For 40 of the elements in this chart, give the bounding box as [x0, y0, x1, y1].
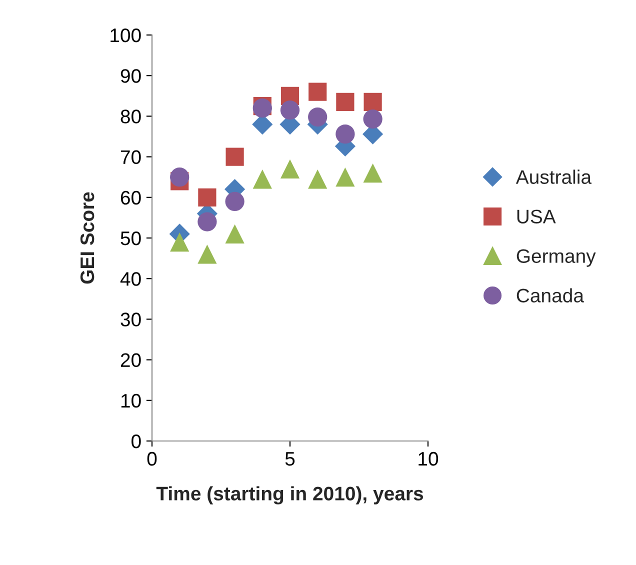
point [198, 188, 216, 206]
point [336, 168, 355, 187]
point [308, 170, 328, 189]
y-tick-label: 10 [121, 394, 141, 408]
point [225, 224, 244, 244]
point [170, 168, 190, 187]
point [225, 192, 244, 212]
point [363, 163, 382, 183]
point [308, 82, 327, 101]
y-axis-title: GEI Score [80, 192, 94, 284]
point [336, 124, 355, 144]
y-tick-label: 0 [132, 434, 141, 448]
point [364, 92, 382, 112]
legend-label: Germany [516, 249, 596, 267]
legend-label: Australia [516, 170, 592, 184]
point [170, 232, 190, 252]
y-tick-label: 20 [120, 353, 141, 368]
y-tick-label: 80 [120, 110, 141, 124]
y-tick-label: 40 [120, 272, 141, 286]
point [363, 109, 382, 129]
y-tick-label: 90 [120, 69, 141, 83]
x-tick-label: 5 [285, 452, 295, 466]
y-tick-label: 30 [120, 312, 141, 326]
y-tick-label: 100 [110, 28, 141, 42]
y-tick-label: 70 [120, 150, 141, 164]
point [280, 100, 300, 120]
point [336, 92, 354, 112]
point [198, 212, 217, 232]
x-tick-label: 10 [418, 452, 438, 466]
x-axis-title: Time (starting in 2010), years [156, 486, 424, 504]
point [198, 244, 217, 264]
point [252, 170, 272, 189]
legend-label: USA [517, 210, 556, 224]
point [308, 107, 328, 127]
y-tick-label: 50 [120, 231, 141, 246]
x-tick-label: 0 [147, 452, 157, 466]
point [226, 148, 244, 166]
point [280, 159, 300, 179]
y-tick-label: 60 [120, 190, 141, 205]
legend-label: Canada [516, 288, 584, 302]
